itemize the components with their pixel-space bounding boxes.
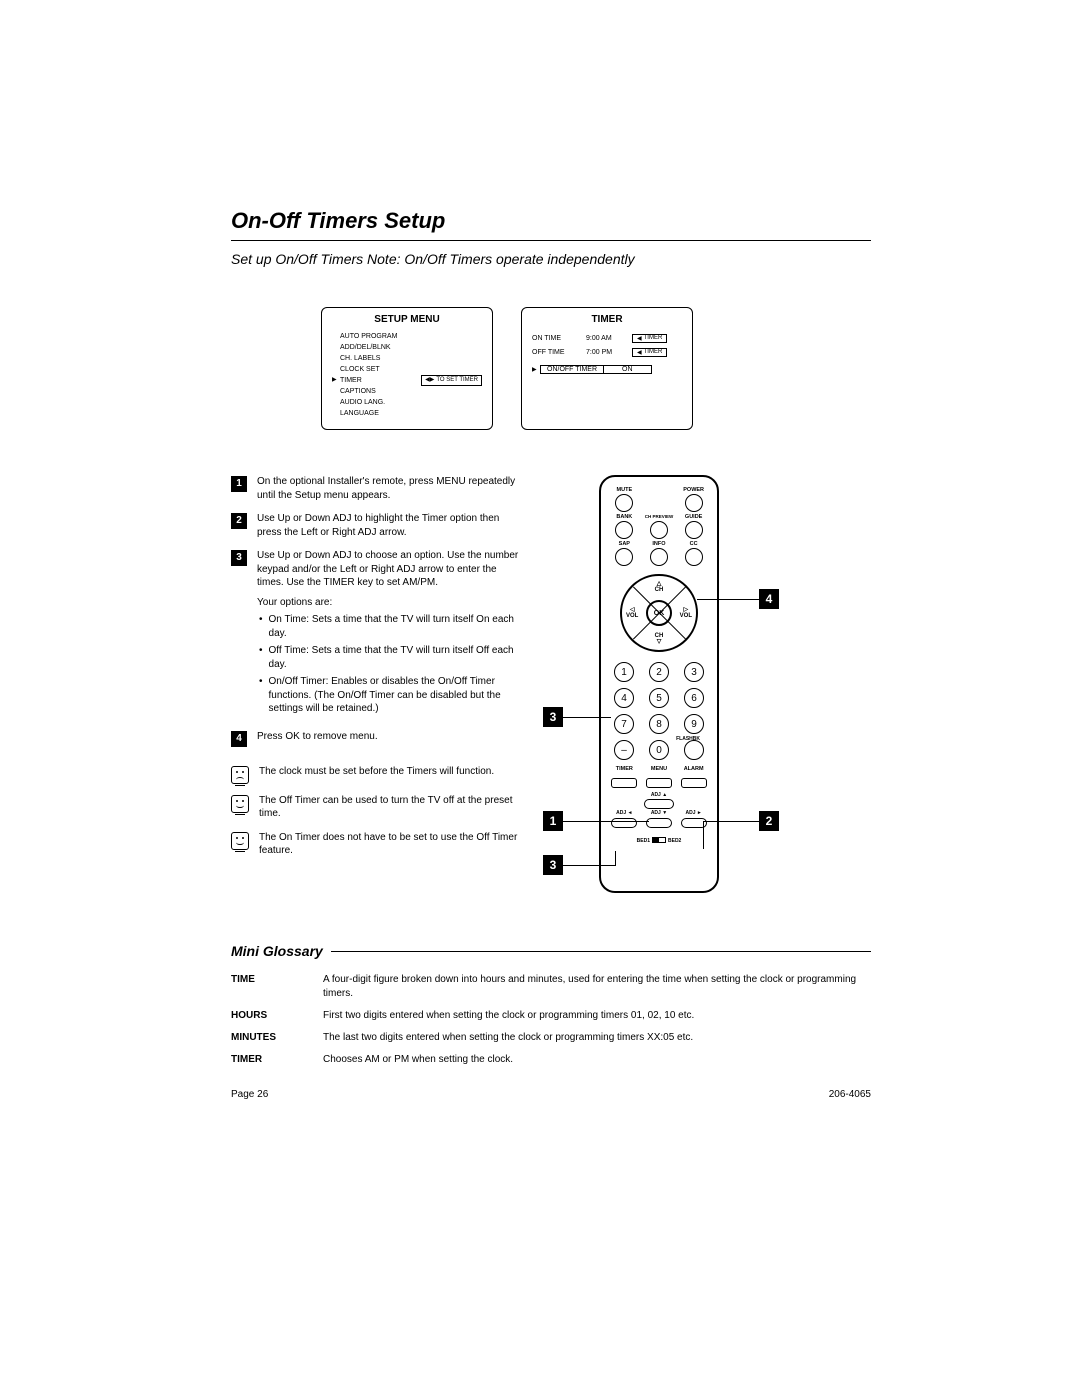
guide-button[interactable] bbox=[685, 521, 703, 539]
remote-label-row: SAP INFO CC bbox=[607, 541, 711, 547]
keypad-dash[interactable]: – bbox=[614, 740, 634, 760]
number-keypad: 1 2 3 4 5 6 7 8 9 bbox=[614, 662, 704, 760]
remote-button-row bbox=[607, 494, 711, 512]
bullet-icon: • bbox=[259, 613, 263, 640]
bed-switch-icon bbox=[652, 837, 666, 843]
note: The Off Timer can be used to turn the TV… bbox=[231, 794, 521, 821]
bed-switch-row: BED1BED2 bbox=[607, 836, 711, 844]
keypad-7[interactable]: 7 bbox=[614, 714, 634, 734]
glossary-row: MINUTES The last two digits entered when… bbox=[231, 1031, 871, 1045]
keypad-5[interactable]: 5 bbox=[649, 688, 669, 708]
power-button[interactable] bbox=[685, 494, 703, 512]
step: 3 Use Up or Down ADJ to choose an option… bbox=[231, 549, 521, 720]
timer-row: ON TIME 9:00 AM ◀TIMER bbox=[532, 331, 682, 345]
sap-button[interactable] bbox=[615, 548, 633, 566]
doc-number: 206-4065 bbox=[829, 1089, 871, 1100]
callout-2: 2 bbox=[759, 811, 779, 831]
remote-diagram: MUTE POWER BANK CH PREVIEW GUIDE bbox=[539, 475, 849, 905]
adj-down-button[interactable] bbox=[646, 818, 672, 828]
cc-button[interactable] bbox=[685, 548, 703, 566]
adj-left-button[interactable] bbox=[611, 818, 637, 828]
triangle-right-icon: ▶ bbox=[332, 376, 340, 384]
page-number: Page 26 bbox=[231, 1089, 268, 1100]
flashbk-button[interactable] bbox=[684, 740, 704, 760]
keypad-3[interactable]: 3 bbox=[684, 662, 704, 682]
happy-face-icon bbox=[231, 832, 249, 850]
page-title: On-Off Timers Setup bbox=[231, 208, 871, 234]
keypad-2[interactable]: 2 bbox=[649, 662, 669, 682]
main-row: 1 On the optional Installer's remote, pr… bbox=[231, 475, 871, 905]
remote-label-row: BANK CH PREVIEW GUIDE bbox=[607, 514, 711, 520]
keypad-6[interactable]: 6 bbox=[684, 688, 704, 708]
remote-label-row: MUTE POWER bbox=[607, 487, 711, 493]
setup-menu-list: AUTO PROGRAM ADD/DEL/BLNK CH. LABELS CLO… bbox=[332, 331, 482, 419]
glossary-row: TIME A four-digit figure broken down int… bbox=[231, 973, 871, 1001]
remote-button-row bbox=[607, 778, 711, 788]
sad-face-icon bbox=[231, 766, 249, 784]
setup-menu-hint: ◀▶TO SET TIMER bbox=[421, 375, 482, 385]
adj-up-button[interactable] bbox=[644, 799, 674, 809]
bank-button[interactable] bbox=[615, 521, 633, 539]
glossary-header: Mini Glossary bbox=[231, 943, 871, 959]
remote-button-row bbox=[607, 521, 711, 539]
timer-button[interactable] bbox=[611, 778, 637, 788]
note: The clock must be set before the Timers … bbox=[231, 765, 521, 784]
callout-4: 4 bbox=[759, 589, 779, 609]
bullet-icon: • bbox=[259, 644, 263, 671]
timer-row: OFF TIME 7:00 PM ◀TIMER bbox=[532, 345, 682, 359]
osd-menus-row: SETUP MENU AUTO PROGRAM ADD/DEL/BLNK CH.… bbox=[321, 307, 871, 430]
page-footer: Page 26 206-4065 bbox=[231, 1089, 871, 1100]
timer-onoff-row: ▶ ON/OFF TIMER ON bbox=[532, 365, 682, 374]
step-number-badge: 2 bbox=[231, 513, 247, 529]
steps-column: 1 On the optional Installer's remote, pr… bbox=[231, 475, 521, 905]
timer-menu-list: ON TIME 9:00 AM ◀TIMER OFF TIME 7:00 PM … bbox=[532, 331, 682, 374]
adj-section: ADJ ▲ ADJ ◄ ADJ ▼ ADJ ► bbox=[607, 792, 711, 828]
dpad[interactable]: OK △CH CH▽ ◁VOL ▷VOL bbox=[620, 574, 698, 652]
glossary-row: HOURS First two digits entered when sett… bbox=[231, 1009, 871, 1023]
timer-tag: ◀TIMER bbox=[632, 348, 667, 357]
keypad-0[interactable]: 0 bbox=[649, 740, 669, 760]
note: The On Timer does not have to be set to … bbox=[231, 831, 521, 858]
keypad-9[interactable]: 9 bbox=[684, 714, 704, 734]
ok-button[interactable]: OK bbox=[646, 600, 672, 626]
glossary-rule bbox=[331, 951, 871, 952]
step-number-badge: 1 bbox=[231, 476, 247, 492]
step: 1 On the optional Installer's remote, pr… bbox=[231, 475, 521, 502]
ch-preview-button[interactable] bbox=[650, 521, 668, 539]
keypad-1[interactable]: 1 bbox=[614, 662, 634, 682]
mute-button[interactable] bbox=[615, 494, 633, 512]
callout-3: 3 bbox=[543, 707, 563, 727]
timer-tag: ◀TIMER bbox=[632, 334, 667, 343]
step: 2 Use Up or Down ADJ to highlight the Ti… bbox=[231, 512, 521, 539]
step-number-badge: 4 bbox=[231, 731, 247, 747]
page-subtitle: Set up On/Off Timers Note: On/Off Timers… bbox=[231, 251, 871, 267]
happy-face-icon bbox=[231, 795, 249, 813]
menu-button[interactable] bbox=[646, 778, 672, 788]
step-number-badge: 3 bbox=[231, 550, 247, 566]
step: 4 Press OK to remove menu. bbox=[231, 730, 521, 747]
title-rule bbox=[231, 240, 871, 241]
alarm-button[interactable] bbox=[681, 778, 707, 788]
callout-1: 1 bbox=[543, 811, 563, 831]
manual-page: On-Off Timers Setup Set up On/Off Timers… bbox=[231, 208, 871, 1100]
bullet-icon: • bbox=[259, 675, 263, 716]
keypad-8[interactable]: 8 bbox=[649, 714, 669, 734]
timer-menu-box: TIMER ON TIME 9:00 AM ◀TIMER OFF TIME 7:… bbox=[521, 307, 693, 430]
triangle-right-icon: ▶ bbox=[532, 366, 540, 373]
keypad-4[interactable]: 4 bbox=[614, 688, 634, 708]
info-button[interactable] bbox=[650, 548, 668, 566]
remote-label-row: TIMER MENU ALARM bbox=[607, 766, 711, 772]
remote-outline: MUTE POWER BANK CH PREVIEW GUIDE bbox=[599, 475, 719, 893]
setup-menu-box: SETUP MENU AUTO PROGRAM ADD/DEL/BLNK CH.… bbox=[321, 307, 493, 430]
callout-3b: 3 bbox=[543, 855, 563, 875]
glossary-row: TIMER Chooses AM or PM when setting the … bbox=[231, 1053, 871, 1067]
setup-menu-selected: ▶ TIMER ◀▶TO SET TIMER bbox=[332, 375, 482, 386]
remote-button-row bbox=[607, 548, 711, 566]
timer-menu-title: TIMER bbox=[532, 314, 682, 325]
setup-menu-title: SETUP MENU bbox=[332, 314, 482, 325]
